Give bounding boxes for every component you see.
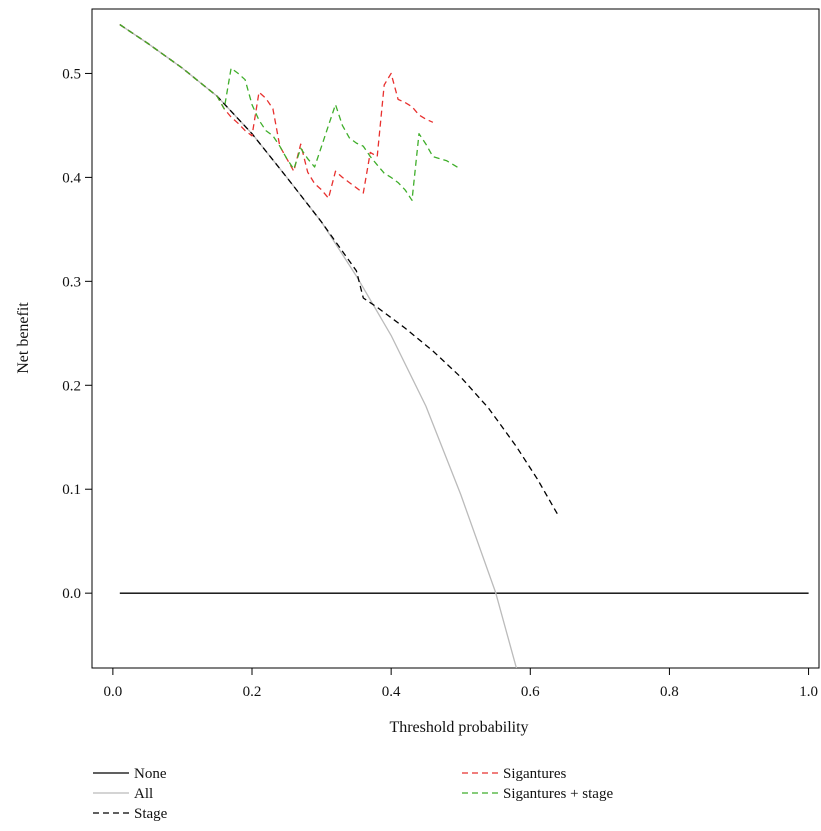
series-layer (119, 24, 809, 668)
legend-label: Sigantures + stage (503, 786, 613, 802)
x-tick-label: 0.8 (660, 684, 679, 700)
legend-label: None (134, 766, 167, 782)
series-line-stage (119, 24, 559, 516)
y-axis: 0.0 0.1 0.2 0.3 0.4 0.5 (62, 66, 92, 602)
series-line-sigantures-stage (119, 24, 462, 201)
x-axis-title: Threshold probability (389, 719, 528, 736)
y-tick-label: 0.2 (62, 378, 81, 394)
series-line-all (119, 24, 518, 668)
legend-label: All (134, 786, 153, 802)
legend-label: Sigantures (503, 766, 566, 782)
x-tick-label: 1.0 (799, 684, 818, 700)
plot-frame (91, 8, 820, 669)
y-tick-label: 0.5 (62, 66, 81, 82)
y-tick-label: 0.1 (62, 482, 81, 498)
x-tick-label: 0.0 (103, 684, 122, 700)
y-tick-label: 0.4 (62, 170, 81, 186)
y-tick-label: 0.3 (62, 274, 81, 290)
y-axis-title: Net benefit (15, 302, 32, 374)
x-tick-label: 0.6 (521, 684, 540, 700)
legend: None All Stage Sigantures Sigantures + stage (93, 766, 613, 822)
series-line-sigantures (119, 24, 434, 199)
legend-label: Stage (134, 806, 168, 822)
x-tick-label: 0.2 (243, 684, 262, 700)
y-tick-label: 0.0 (62, 586, 81, 602)
x-axis: 0.0 0.2 0.4 0.6 0.8 1.0 (103, 668, 818, 700)
x-tick-label: 0.4 (382, 684, 401, 700)
